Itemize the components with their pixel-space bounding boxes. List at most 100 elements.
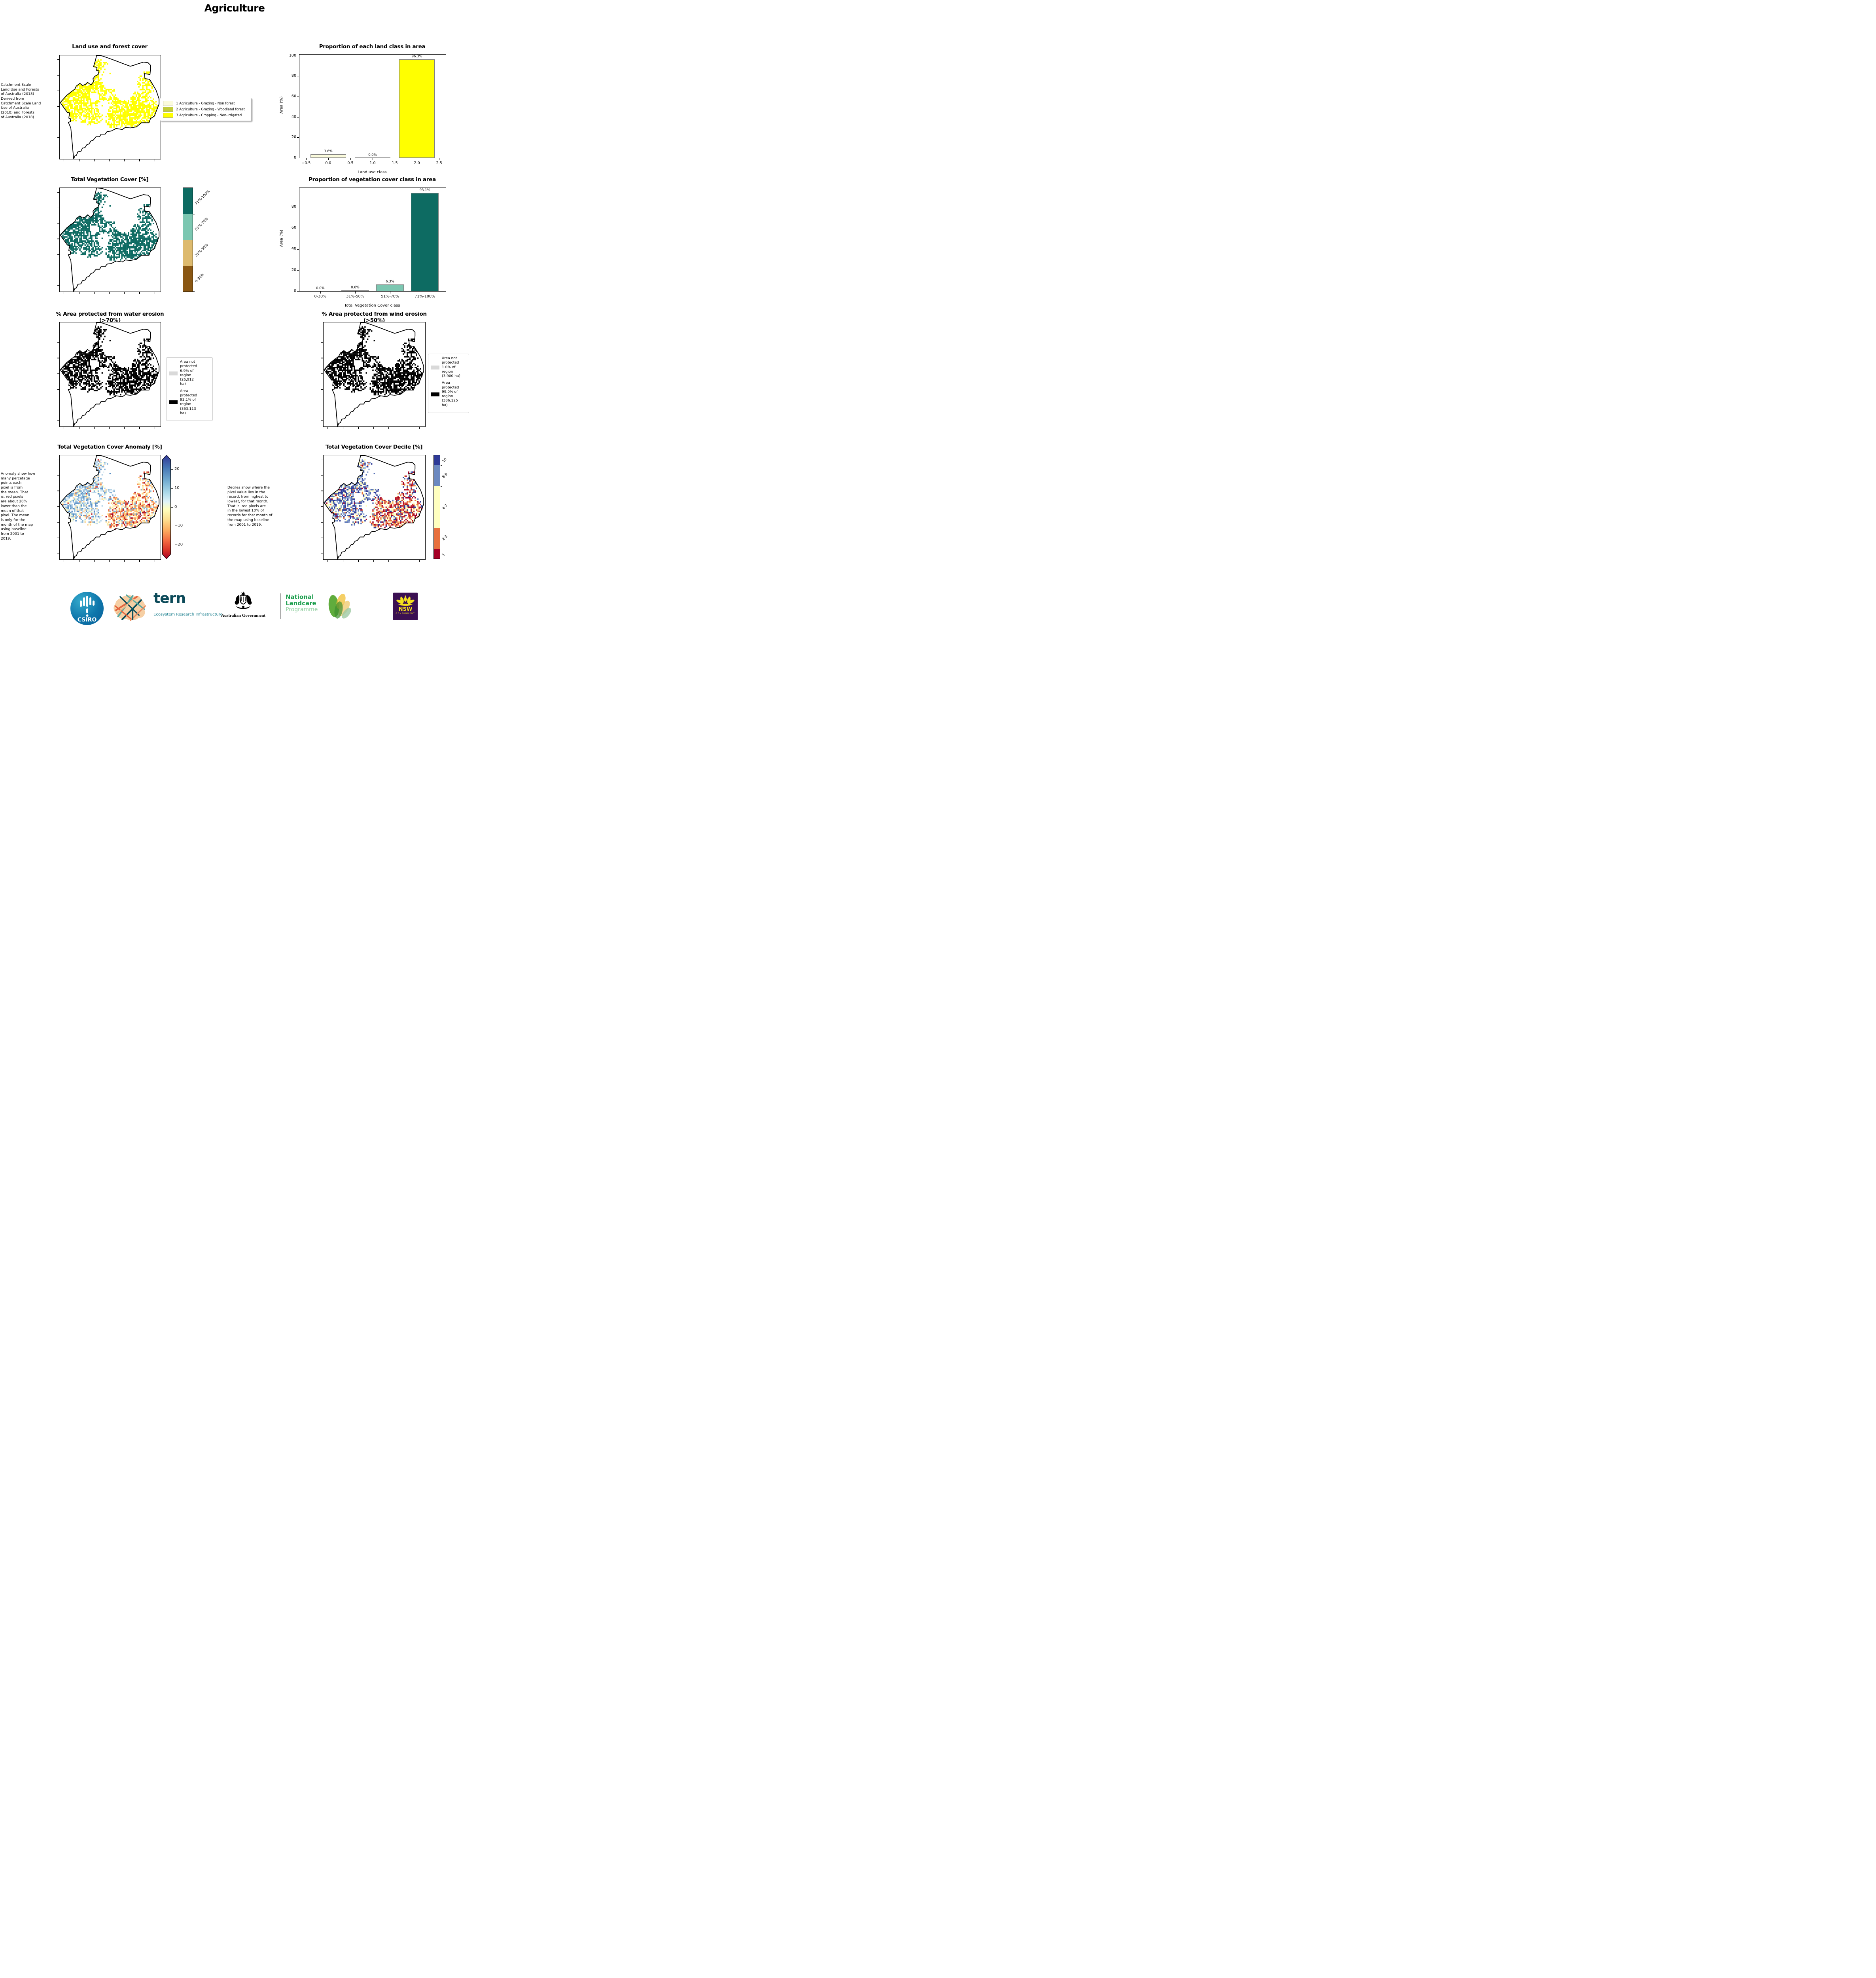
bar <box>341 290 369 291</box>
colorbar-label: 4-7 <box>441 503 449 511</box>
bar <box>411 193 439 291</box>
decile-map <box>321 455 426 562</box>
map-axis-tick <box>124 560 125 562</box>
map-axis-tick <box>57 254 59 255</box>
veg-cover-map-title: Total Vegetation Cover [%] <box>71 176 149 183</box>
y-tick-label: 0 <box>293 155 296 160</box>
colorbar-tick <box>171 507 173 508</box>
map-axis-tick <box>321 506 323 507</box>
land-use-legend: 1 Agriculture - Grazing - Non forest 2 Ag… <box>160 98 252 121</box>
nsw-sub-label: GOVERNMENT <box>396 613 415 615</box>
colorbar-frame <box>434 455 440 559</box>
map-axis-tick <box>321 420 323 421</box>
legend-swatch <box>169 400 178 405</box>
legend-swatch <box>431 366 439 370</box>
colorbar-segment <box>183 188 193 214</box>
australian-coat-of-arms-icon <box>231 591 255 612</box>
map-axis-tick <box>124 427 125 429</box>
map-axis-tick <box>57 342 59 343</box>
land-use-map <box>57 55 161 161</box>
x-tick <box>328 158 329 160</box>
land-class-chart-xlabel: Land use class <box>358 170 387 174</box>
y-tick-label: 0 <box>293 289 296 293</box>
map-axis-tick <box>57 373 59 374</box>
x-tick-label: 0.0 <box>325 161 331 165</box>
bar-value-label: 6.3% <box>386 280 394 284</box>
legend-label: Area protected 99.0% of region (386,125 … <box>442 381 459 407</box>
bar-value-label: 96.3% <box>411 55 422 59</box>
map-axis-tick <box>57 420 59 421</box>
legend-item: 3 Agriculture - Cropping - Non-irrigated <box>163 113 248 118</box>
y-tick-label: 100 <box>289 53 296 58</box>
colorbar-segment <box>183 240 193 266</box>
landcare-line3: Programme <box>286 606 318 613</box>
map-axis-tick <box>94 560 95 562</box>
map-axis-tick <box>57 59 59 60</box>
report-page: Agriculture Catchment Scale Land Use and… <box>0 0 469 625</box>
veg-class-chart-xlabel: Total Vegetation Cover class <box>344 303 400 308</box>
veg-class-chart-title: Proportion of vegetation cover class in … <box>309 176 436 183</box>
legend-item: Area not protected 1.0% of region (3,900… <box>431 356 466 379</box>
map-axis-tick <box>109 560 110 562</box>
legend-label: Area not protected 6.9% of region (26,91… <box>180 360 197 387</box>
decile-map-title: Total Vegetation Cover Decile [%] <box>325 444 423 450</box>
decile-note: Deciles show where the pixel value lies … <box>227 486 273 527</box>
legend-item: Area protected 93.1% of region (363,113 … <box>169 389 210 416</box>
land-class-chart-ylabel: Area (%) <box>279 96 284 114</box>
map-axis-tick <box>57 506 59 507</box>
colorbar-label: 31%-50% <box>194 243 210 258</box>
land-use-map-title: Land use and forest cover <box>72 44 148 50</box>
map-axis-tick <box>109 159 110 161</box>
bar-value-label: 0.0% <box>368 153 377 157</box>
map-axis-tick <box>373 427 374 429</box>
colorbar-segment <box>434 465 440 486</box>
bar <box>399 59 435 158</box>
colorbar-segment <box>183 214 193 240</box>
colorbar-tick <box>441 465 442 466</box>
water-erosion-legend: Area not protected 6.9% of region (26,91… <box>166 357 213 421</box>
x-tick-label: 71%-100% <box>415 294 435 299</box>
map-axis-tick <box>57 137 59 138</box>
map-axis-tick <box>57 475 59 476</box>
landcare-wordmark: National Landcare Programme <box>286 594 318 612</box>
map-axis-tick <box>124 159 125 161</box>
legend-swatch <box>169 371 178 375</box>
legend-label: 2 Agriculture - Grazing - Woodland fores… <box>176 107 245 112</box>
bar <box>310 154 346 158</box>
csiro-hand-icon: CSIRO <box>78 596 97 623</box>
legend-label: Area not protected 1.0% of region (3,900… <box>442 356 460 378</box>
x-tick <box>320 292 321 294</box>
bar-value-label: 0.0% <box>316 286 325 290</box>
tern-wordmark: tern <box>153 590 186 606</box>
veg-cover-map <box>57 188 161 294</box>
colorbar-tick-label: 10 <box>174 485 180 490</box>
x-tick-label: −0.5 <box>301 161 311 165</box>
wind-erosion-map <box>321 322 426 429</box>
tern-australia-icon <box>108 593 150 622</box>
map-axis-tick <box>139 292 140 294</box>
legend-swatch <box>163 101 173 106</box>
veg-cover-colorbar: 71%-100% 51%-70% 31%-50% 0-30% <box>183 188 211 292</box>
x-tick-label: 1.0 <box>369 161 376 165</box>
map-axis-tick <box>419 427 420 429</box>
anomaly-colorbar: 20 10 0 −10 −20 <box>162 455 187 559</box>
land-class-chart-title: Proportion of each land class in area <box>319 44 426 50</box>
y-tick-label: 20 <box>291 267 296 272</box>
land-class-bar-chart: −0.5 0.0 0.5 1.0 1.5 2.0 2.5 3.6% 0.0% 96.3% 0 20 40… <box>289 53 446 165</box>
map-axis-tick <box>94 427 95 429</box>
y-tick <box>297 137 299 138</box>
legend-item: 2 Agriculture - Grazing - Woodland fores… <box>163 107 248 112</box>
colorbar-label: 0-30% <box>194 273 206 284</box>
water-erosion-map <box>57 322 161 429</box>
map-axis-tick <box>94 159 95 161</box>
x-tick-label: 1.5 <box>392 161 398 165</box>
map-axis-tick <box>124 292 125 294</box>
colorbar-tick <box>171 469 173 470</box>
map-axis-tick <box>94 292 95 294</box>
legend-label: 1 Agriculture - Grazing - Non forest <box>176 101 235 106</box>
x-tick-label: 0-30% <box>314 294 327 299</box>
map-axis-tick <box>139 560 140 562</box>
legend-item: Area not protected 6.9% of region (26,91… <box>169 360 210 387</box>
legend-label: 3 Agriculture - Cropping - Non-irrigated <box>176 113 242 117</box>
x-tick <box>350 158 351 160</box>
